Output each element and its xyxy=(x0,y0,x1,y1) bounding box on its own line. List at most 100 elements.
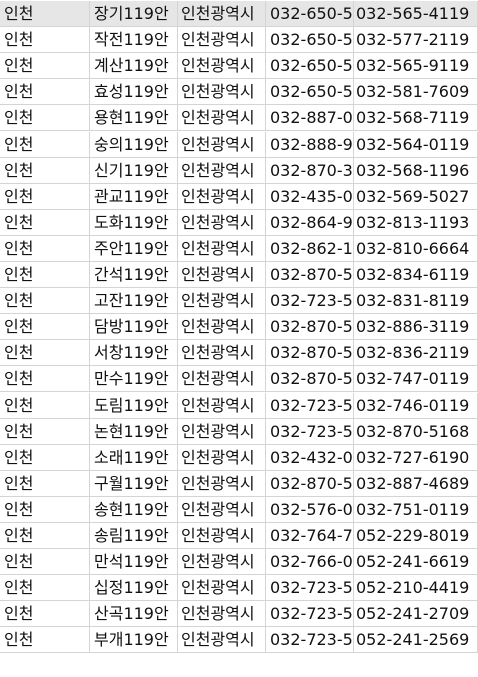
region-cell[interactable]: 인천 xyxy=(0,132,90,158)
fax-cell[interactable]: 052-241-2569 xyxy=(354,627,478,653)
address-cell[interactable]: 인천광역시 xyxy=(178,79,266,105)
phone-cell[interactable]: 032-435-0 xyxy=(266,184,354,210)
region-cell[interactable]: 인천 xyxy=(0,575,90,601)
phone-cell[interactable]: 032-887-0 xyxy=(266,105,354,131)
phone-cell[interactable]: 032-650-5 xyxy=(266,1,354,27)
phone-cell[interactable]: 032-650-5 xyxy=(266,79,354,105)
fax-cell[interactable]: 032-577-2119 xyxy=(354,27,478,53)
phone-cell[interactable]: 032-870-5 xyxy=(266,340,354,366)
center-name-cell[interactable]: 구월119안 xyxy=(90,471,178,497)
phone-cell[interactable]: 032-723-5 xyxy=(266,627,354,653)
region-cell[interactable]: 인천 xyxy=(0,445,90,471)
fax-cell[interactable]: 032-810-6664 xyxy=(354,236,478,262)
phone-cell[interactable]: 032-723-5 xyxy=(266,575,354,601)
center-name-cell[interactable]: 도화119안 xyxy=(90,210,178,236)
address-cell[interactable]: 인천광역시 xyxy=(178,601,266,627)
region-cell[interactable]: 인천 xyxy=(0,340,90,366)
region-cell[interactable]: 인천 xyxy=(0,314,90,340)
region-cell[interactable]: 인천 xyxy=(0,210,90,236)
fax-cell[interactable]: 032-751-0119 xyxy=(354,497,478,523)
center-name-cell[interactable]: 효성119안 xyxy=(90,79,178,105)
fax-cell[interactable]: 052-241-6619 xyxy=(354,549,478,575)
phone-cell[interactable]: 032-723-5 xyxy=(266,419,354,445)
region-cell[interactable]: 인천 xyxy=(0,627,90,653)
address-cell[interactable]: 인천광역시 xyxy=(178,105,266,131)
address-cell[interactable]: 인천광역시 xyxy=(178,445,266,471)
fax-cell[interactable]: 032-564-0119 xyxy=(354,132,478,158)
region-cell[interactable]: 인천 xyxy=(0,497,90,523)
phone-cell[interactable]: 032-432-0 xyxy=(266,445,354,471)
center-name-cell[interactable]: 부개119안 xyxy=(90,627,178,653)
phone-cell[interactable]: 032-723-5 xyxy=(266,288,354,314)
phone-cell[interactable]: 032-870-5 xyxy=(266,262,354,288)
center-name-cell[interactable]: 십정119안 xyxy=(90,575,178,601)
fax-cell[interactable]: 032-727-6190 xyxy=(354,445,478,471)
address-cell[interactable]: 인천광역시 xyxy=(178,497,266,523)
region-cell[interactable]: 인천 xyxy=(0,419,90,445)
region-cell[interactable]: 인천 xyxy=(0,471,90,497)
region-cell[interactable]: 인천 xyxy=(0,27,90,53)
address-cell[interactable]: 인천광역시 xyxy=(178,366,266,392)
region-cell[interactable]: 인천 xyxy=(0,288,90,314)
region-cell[interactable]: 인천 xyxy=(0,236,90,262)
center-name-cell[interactable]: 숭의119안 xyxy=(90,132,178,158)
center-name-cell[interactable]: 장기119안 xyxy=(90,1,178,27)
fax-cell[interactable]: 032-568-7119 xyxy=(354,105,478,131)
center-name-cell[interactable]: 용현119안 xyxy=(90,105,178,131)
region-cell[interactable]: 인천 xyxy=(0,184,90,210)
center-name-cell[interactable]: 서창119안 xyxy=(90,340,178,366)
fax-cell[interactable]: 032-813-1193 xyxy=(354,210,478,236)
center-name-cell[interactable]: 관교119안 xyxy=(90,184,178,210)
address-cell[interactable]: 인천광역시 xyxy=(178,184,266,210)
fax-cell[interactable]: 032-581-7609 xyxy=(354,79,478,105)
region-cell[interactable]: 인천 xyxy=(0,262,90,288)
fax-cell[interactable]: 032-568-1196 xyxy=(354,158,478,184)
address-cell[interactable]: 인천광역시 xyxy=(178,210,266,236)
address-cell[interactable]: 인천광역시 xyxy=(178,27,266,53)
fax-cell[interactable]: 032-565-9119 xyxy=(354,53,478,79)
address-cell[interactable]: 인천광역시 xyxy=(178,262,266,288)
center-name-cell[interactable]: 만석119안 xyxy=(90,549,178,575)
fax-cell[interactable]: 032-747-0119 xyxy=(354,366,478,392)
center-name-cell[interactable]: 담방119안 xyxy=(90,314,178,340)
fax-cell[interactable]: 052-229-8019 xyxy=(354,523,478,549)
region-cell[interactable]: 인천 xyxy=(0,53,90,79)
address-cell[interactable]: 인천광역시 xyxy=(178,575,266,601)
center-name-cell[interactable]: 신기119안 xyxy=(90,158,178,184)
center-name-cell[interactable]: 고잔119안 xyxy=(90,288,178,314)
address-cell[interactable]: 인천광역시 xyxy=(178,53,266,79)
region-cell[interactable]: 인천 xyxy=(0,1,90,27)
center-name-cell[interactable]: 도림119안 xyxy=(90,393,178,419)
phone-cell[interactable]: 032-870-3 xyxy=(266,158,354,184)
fax-cell[interactable]: 032-836-2119 xyxy=(354,340,478,366)
center-name-cell[interactable]: 논현119안 xyxy=(90,419,178,445)
phone-cell[interactable]: 032-764-7 xyxy=(266,523,354,549)
center-name-cell[interactable]: 만수119안 xyxy=(90,366,178,392)
phone-cell[interactable]: 032-766-0 xyxy=(266,549,354,575)
region-cell[interactable]: 인천 xyxy=(0,158,90,184)
fax-cell[interactable]: 032-834-6119 xyxy=(354,262,478,288)
center-name-cell[interactable]: 소래119안 xyxy=(90,445,178,471)
fax-cell[interactable]: 032-887-4689 xyxy=(354,471,478,497)
region-cell[interactable]: 인천 xyxy=(0,105,90,131)
address-cell[interactable]: 인천광역시 xyxy=(178,471,266,497)
phone-cell[interactable]: 032-870-5 xyxy=(266,314,354,340)
phone-cell[interactable]: 032-888-9 xyxy=(266,132,354,158)
center-name-cell[interactable]: 간석119안 xyxy=(90,262,178,288)
region-cell[interactable]: 인천 xyxy=(0,601,90,627)
fax-cell[interactable]: 032-870-5168 xyxy=(354,419,478,445)
address-cell[interactable]: 인천광역시 xyxy=(178,236,266,262)
fax-cell[interactable]: 052-210-4419 xyxy=(354,575,478,601)
region-cell[interactable]: 인천 xyxy=(0,366,90,392)
address-cell[interactable]: 인천광역시 xyxy=(178,1,266,27)
address-cell[interactable]: 인천광역시 xyxy=(178,523,266,549)
address-cell[interactable]: 인천광역시 xyxy=(178,627,266,653)
phone-cell[interactable]: 032-870-5 xyxy=(266,366,354,392)
region-cell[interactable]: 인천 xyxy=(0,523,90,549)
address-cell[interactable]: 인천광역시 xyxy=(178,132,266,158)
address-cell[interactable]: 인천광역시 xyxy=(178,340,266,366)
fax-cell[interactable]: 032-746-0119 xyxy=(354,393,478,419)
phone-cell[interactable]: 032-864-9 xyxy=(266,210,354,236)
center-name-cell[interactable]: 송현119안 xyxy=(90,497,178,523)
center-name-cell[interactable]: 작전119안 xyxy=(90,27,178,53)
